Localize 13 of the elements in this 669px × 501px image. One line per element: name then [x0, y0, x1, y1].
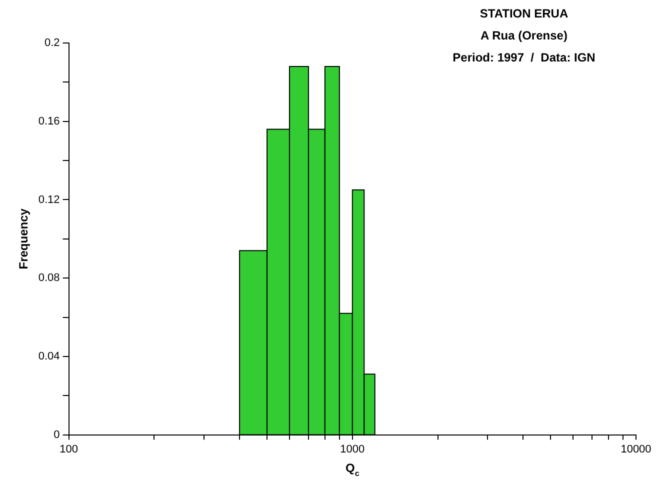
y-axis-title: Frequency — [16, 208, 31, 270]
x-tick-label: 10000 — [620, 443, 652, 456]
x-tick-label: 100 — [60, 443, 78, 456]
y-tick-label: 0.2 — [44, 37, 60, 50]
y-tick-label: 0.08 — [38, 272, 60, 284]
y-tick-label: 0.16 — [38, 115, 60, 128]
y-tick-label: 0 — [54, 428, 60, 441]
x-tick-label: 1000 — [340, 443, 365, 456]
chart-title: STATION ERUA — [480, 6, 568, 20]
annotation: Period: 1997 / Data: IGN — [452, 50, 596, 64]
y-tick-label: 0.04 — [38, 350, 60, 362]
chart-subtitle: A Rua (Orense) — [480, 28, 568, 42]
y-tick-label: 0.12 — [38, 194, 60, 206]
